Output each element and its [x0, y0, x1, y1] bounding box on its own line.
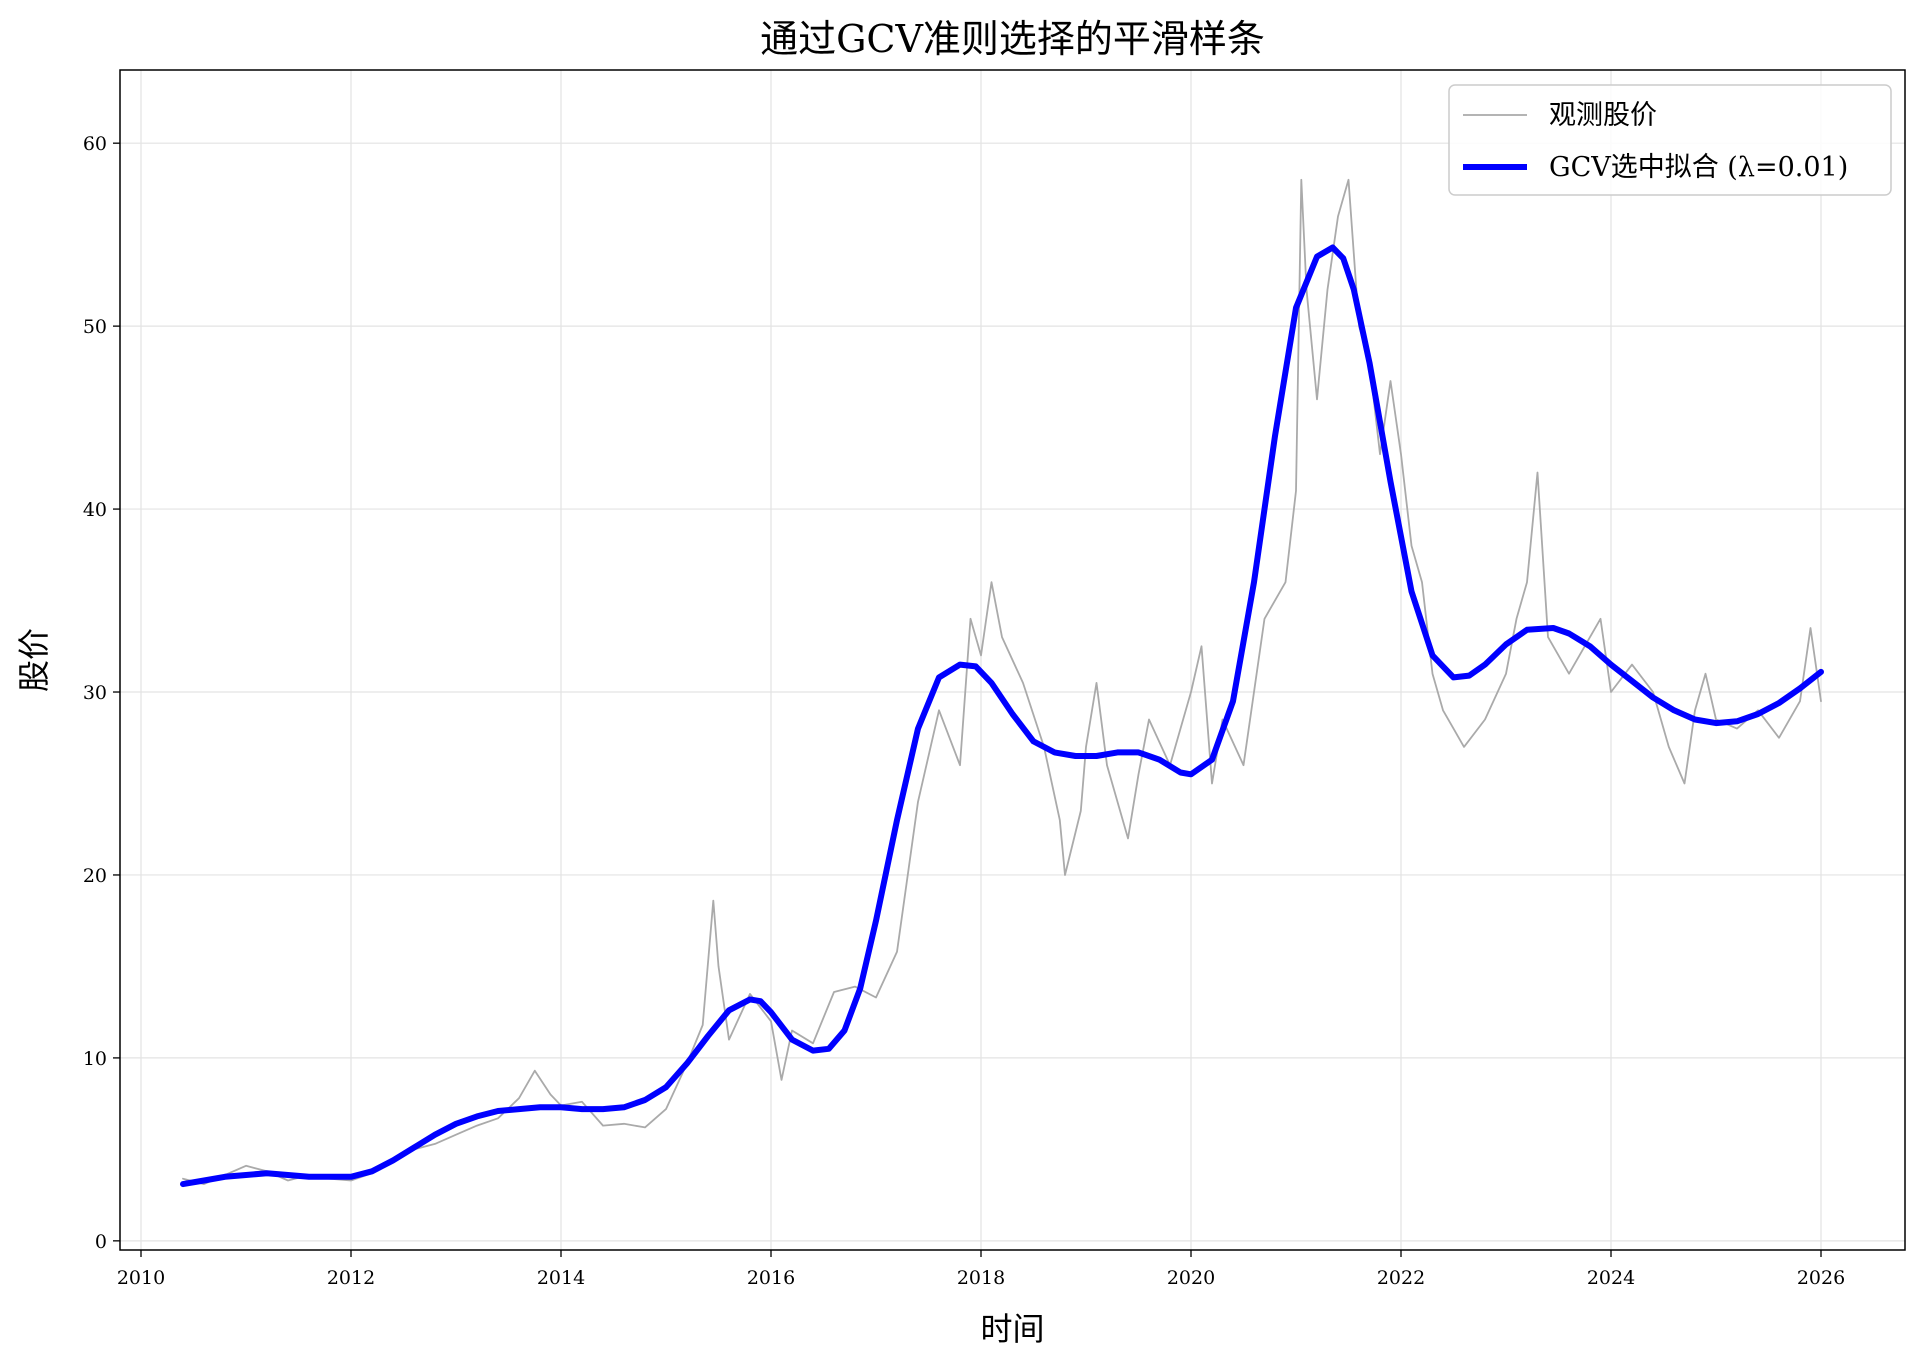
legend: 观测股价 GCV选中拟合 (λ=0.01) [1448, 84, 1892, 196]
x-tick-label: 2016 [747, 1267, 795, 1289]
legend-label: GCV选中拟合 (λ=0.01) [1549, 152, 1848, 183]
y-tick-label: 50 [83, 316, 107, 338]
grid [120, 70, 1905, 1250]
series-layer [180, 178, 1824, 1188]
chart-title: 通过GCV准则选择的平滑样条 [760, 17, 1265, 61]
x-tick-label: 2010 [117, 1267, 165, 1289]
y-tick-label: 10 [83, 1048, 107, 1070]
x-tick-label: 2026 [1797, 1267, 1845, 1289]
observed-price-line [182, 178, 1822, 1185]
x-tick-label: 2012 [327, 1267, 375, 1289]
y-tick-label: 30 [83, 682, 107, 704]
x-axis: 2010 2012 2014 2016 2018 2020 2022 2024 2026 [117, 1250, 1845, 1289]
plot-frame [119, 69, 1906, 1251]
x-tick-label: 2018 [957, 1267, 1005, 1289]
x-tick-label: 2020 [1167, 1267, 1215, 1289]
x-tick-label: 2014 [537, 1267, 585, 1289]
y-tick-label: 40 [83, 499, 107, 521]
legend-label: 观测股价 [1549, 100, 1657, 131]
x-tick-label: 2022 [1377, 1267, 1425, 1289]
y-axis-label: 股价 [15, 628, 53, 692]
x-axis-label: 时间 [980, 1310, 1044, 1348]
y-tick-label: 0 [95, 1231, 107, 1253]
y-tick-label: 60 [83, 133, 107, 155]
gcv-fit-line [180, 244, 1824, 1188]
x-tick-label: 2024 [1587, 1267, 1635, 1289]
y-tick-label: 20 [83, 865, 107, 887]
legend-box [1448, 84, 1892, 196]
y-axis: 0 10 20 30 40 50 60 [83, 133, 120, 1253]
